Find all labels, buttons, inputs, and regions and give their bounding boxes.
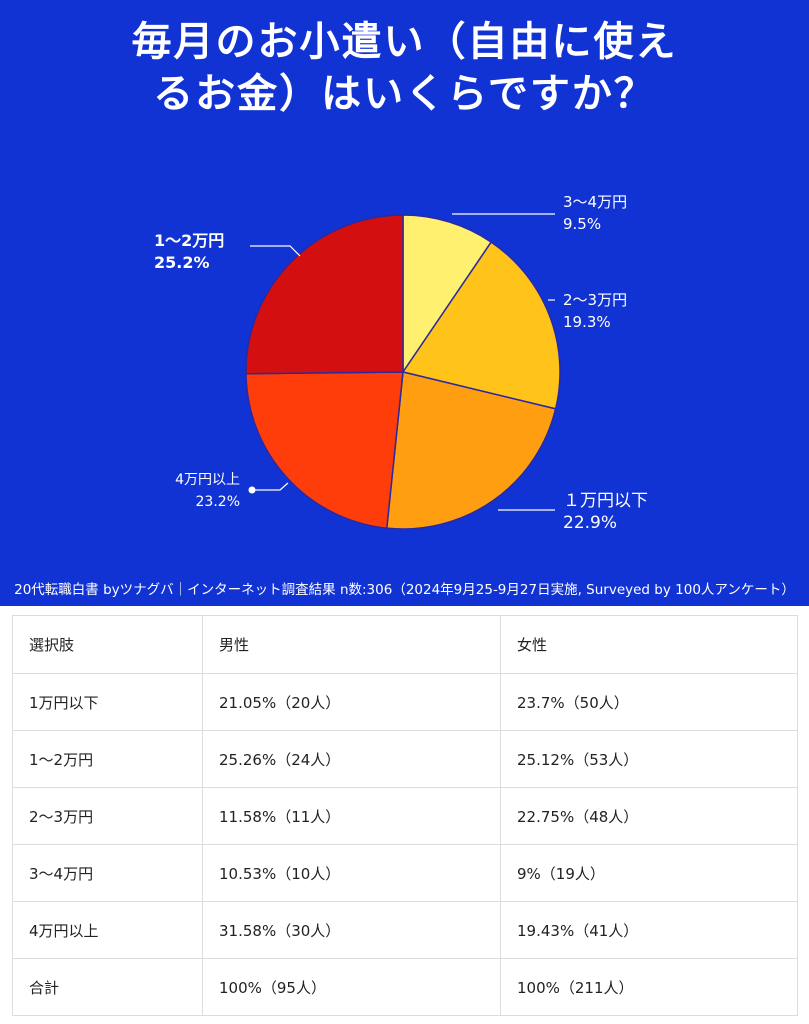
results-table: 選択肢 男性 女性 1万円以下 21.05%（20人） 23.7%（50人） 1… (12, 615, 798, 1016)
slice-label: 1〜2万円 (154, 231, 224, 250)
table-cell: 100%（95人） (202, 958, 501, 1016)
table-header-row: 選択肢 男性 女性 (12, 615, 798, 674)
table-row: 3〜4万円 10.53%（10人） 9%（19人） (12, 844, 798, 902)
chart-title-line1: 毎月のお小遣い（自由に使え (131, 19, 678, 65)
leader-dot (248, 486, 256, 494)
pie-slice (245, 371, 404, 529)
pie-slice (385, 371, 557, 530)
slice-value-label: 23.2% (196, 494, 240, 510)
table-cell: 1〜2万円 (12, 730, 203, 788)
slice-value-label: 9.5% (563, 215, 601, 233)
slice-label: 2〜3万円 (563, 291, 627, 309)
table-cell: 4万円以上 (12, 901, 203, 959)
pie-slice (402, 214, 493, 375)
table-cell: 11.58%（11人） (202, 787, 501, 845)
slice-label: 3〜4万円 (563, 193, 627, 211)
pie-slice (401, 241, 561, 410)
slice-label: 4万円以上 (175, 472, 240, 488)
pie-slice (245, 214, 404, 375)
table-row: 1〜2万円 25.26%（24人） 25.12%（53人） (12, 730, 798, 788)
slice-value-label: 25.2% (154, 253, 210, 272)
slice-label: １万円以下 (563, 491, 648, 511)
table-cell: 1万円以下 (12, 673, 203, 731)
table-row: 2〜3万円 11.58%（11人） 22.75%（48人） (12, 787, 798, 845)
chart-panel: 毎月のお小遣い（自由に使え るお金）はいくらですか？ 3〜4万円 9.5% 2〜3万… (0, 0, 809, 606)
leader-line (250, 245, 301, 257)
chart-title-line2: るお金）はいくらですか？ (153, 71, 656, 117)
table-cell: 22.75%（48人） (500, 787, 798, 845)
table-cell: 19.43%（41人） (500, 901, 798, 959)
table-cell: 100%（211人） (500, 958, 798, 1016)
slice-value-label: 22.9% (563, 513, 617, 533)
table-row: 4万円以上 31.58%（30人） 19.43%（41人） (12, 901, 798, 959)
table-cell: 合計 (12, 958, 203, 1016)
table-row: 合計 100%（95人） 100%（211人） (12, 958, 798, 1016)
table-cell: 25.12%（53人） (500, 730, 798, 788)
table-cell: 10.53%（10人） (202, 844, 501, 902)
table-header-cell: 女性 (500, 615, 798, 674)
table-cell: 23.7%（50人） (500, 673, 798, 731)
table-cell: 3〜4万円 (12, 844, 203, 902)
table-header-cell: 選択肢 (12, 615, 203, 674)
slice-value-label: 19.3% (563, 313, 611, 331)
table-cell: 21.05%（20人） (202, 673, 501, 731)
chart-title: 毎月のお小遣い（自由に使え るお金）はいくらですか？ (0, 16, 809, 120)
chart-footer-source: 20代転職白書 byツナグバ｜インターネット調査結果 n数:306（2024年9… (14, 582, 795, 598)
table-cell: 25.26%（24人） (202, 730, 501, 788)
leader-line (252, 482, 289, 491)
table-cell: 9%（19人） (500, 844, 798, 902)
table-header-cell: 男性 (202, 615, 501, 674)
table-row: 1万円以下 21.05%（20人） 23.7%（50人） (12, 673, 798, 731)
table-cell: 2〜3万円 (12, 787, 203, 845)
table-cell: 31.58%（30人） (202, 901, 501, 959)
